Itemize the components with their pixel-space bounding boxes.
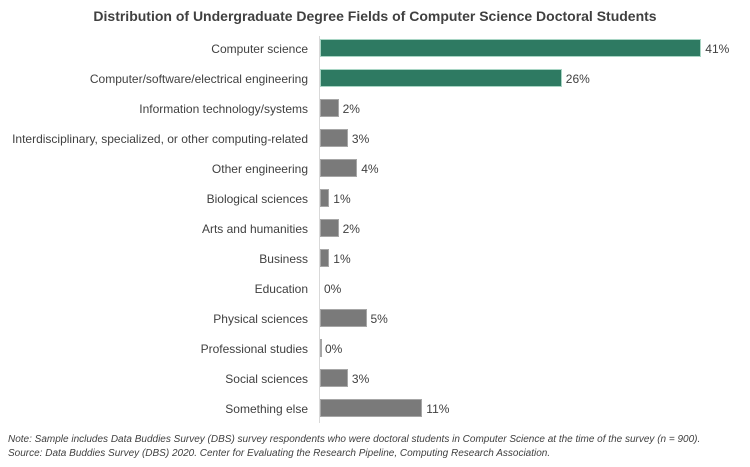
value-label: 2% xyxy=(342,102,360,116)
category-label: Information technology/systems xyxy=(139,102,308,116)
bar-row: Other engineering 4% xyxy=(0,156,750,186)
bar-row: Arts and humanities 2% xyxy=(0,216,750,246)
value-label: 0% xyxy=(325,342,343,356)
category-label: Something else xyxy=(225,402,308,416)
value-label: 3% xyxy=(351,372,370,386)
value-label: 5% xyxy=(370,312,388,326)
value-label: 26% xyxy=(565,72,590,86)
bar-row: Computer/software/electrical engineering… xyxy=(0,66,750,96)
category-label: Social sciences xyxy=(225,372,308,386)
bar xyxy=(320,69,562,87)
bar xyxy=(320,249,330,267)
chart-title: Distribution of Undergraduate Degree Fie… xyxy=(93,8,657,24)
bar-row: Computer science 41% xyxy=(0,36,750,66)
value-label: 0% xyxy=(324,282,342,296)
note-text: Note: Sample includes Data Buddies Surve… xyxy=(8,434,701,445)
bar-row: Social sciences 3% xyxy=(0,366,750,396)
bar xyxy=(320,309,367,327)
value-label: 2% xyxy=(342,222,360,236)
category-label: Other engineering xyxy=(211,162,308,176)
value-label: 41% xyxy=(705,42,730,56)
bar-row: Business 1% xyxy=(0,246,750,276)
category-label: Computer/software/electrical engineering xyxy=(89,72,308,86)
bar xyxy=(320,339,322,357)
category-label: Physical sciences xyxy=(213,312,308,326)
bar xyxy=(320,189,330,207)
category-label: Computer science xyxy=(211,42,308,56)
bar xyxy=(320,369,348,387)
category-label: Business xyxy=(259,252,308,266)
bar-row: Something else 11% xyxy=(0,396,750,426)
bar-row: Education 0% xyxy=(0,276,750,306)
bar xyxy=(320,99,339,117)
bar-row: Information technology/systems 2% xyxy=(0,96,750,126)
plot-area: Computer science 41% Computer/software/ele… xyxy=(0,36,750,426)
category-label: Arts and humanities xyxy=(201,222,308,236)
value-label: 4% xyxy=(361,162,379,176)
value-label: 1% xyxy=(333,252,351,266)
bar xyxy=(320,159,358,177)
category-axis-line xyxy=(319,36,320,423)
category-label: Education xyxy=(254,282,308,296)
value-label: 3% xyxy=(351,132,370,146)
source-text: Source: Data Buddies Survey (DBS) 2020. … xyxy=(8,448,551,459)
bar xyxy=(320,39,702,57)
bar-row: Biological sciences 1% xyxy=(0,186,750,216)
value-label: 11% xyxy=(426,402,450,416)
bar xyxy=(320,129,348,147)
category-label: Biological sciences xyxy=(206,192,308,206)
category-label: Interdisciplinary, specialized, or other… xyxy=(12,132,308,146)
value-label: 1% xyxy=(333,192,351,206)
bar xyxy=(320,399,423,417)
category-label: Professional studies xyxy=(200,342,308,356)
chart-notes: Note: Sample includes Data Buddies Surve… xyxy=(8,433,700,461)
bar-row: Professional studies 0% xyxy=(0,336,750,366)
bar xyxy=(320,219,339,237)
bar-row: Interdisciplinary, specialized, or other… xyxy=(0,126,750,156)
bar-row: Physical sciences 5% xyxy=(0,306,750,336)
